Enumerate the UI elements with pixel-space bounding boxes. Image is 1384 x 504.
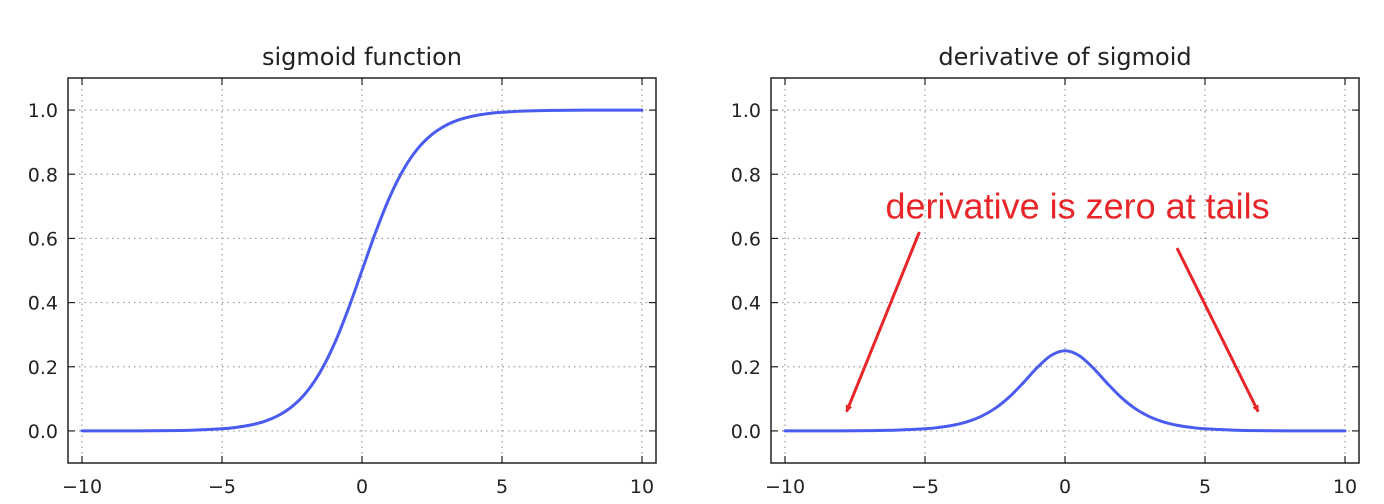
y-tick-label: 0.6: [28, 228, 58, 250]
x-tick-label: −5: [911, 476, 939, 498]
chart-title: sigmoid function: [262, 43, 462, 71]
y-tick-label: 0.8: [28, 164, 58, 186]
x-tick-label: 0: [1059, 476, 1071, 498]
series-layer: [80, 108, 644, 433]
x-tick-label: 10: [1333, 476, 1357, 498]
x-tick-label: 5: [496, 476, 508, 498]
x-tick-label: −10: [62, 476, 102, 498]
y-tick-label: 0.2: [731, 357, 761, 379]
derivative-chart: derivative of sigmoid −10 −5 0 5 10 0.0 0.2 0.4…: [731, 43, 1360, 498]
annotation-arrow: [845, 231, 921, 413]
y-tick-label: 0.6: [731, 228, 761, 250]
annotation-layer: derivative is zero at tails: [845, 185, 1270, 413]
annotation-text: derivative is zero at tails: [886, 185, 1270, 226]
y-tick-label: 1.0: [731, 100, 761, 122]
x-tick-label: −5: [208, 476, 236, 498]
x-tick-label: 10: [630, 476, 654, 498]
y-tick-label: 0.0: [28, 421, 58, 443]
y-tick-label: 1.0: [28, 100, 58, 122]
y-tick-label: 0.4: [28, 293, 58, 315]
series-line: [80, 108, 644, 433]
chart-title: derivative of sigmoid: [938, 43, 1191, 71]
y-tick-label: 0.4: [731, 293, 761, 315]
tick-layer: −10 −5 0 5 10 0.0 0.2 0.4 0.6 0.8 1.0: [28, 78, 656, 498]
x-tick-label: 5: [1199, 476, 1211, 498]
annotation-arrow: [1175, 247, 1260, 413]
sigmoid-chart: sigmoid function −10 −5 0 5 10 0.0 0.2 0.4 0.6 0.…: [28, 43, 657, 498]
series-line: [783, 349, 1347, 433]
y-tick-label: 0.0: [731, 421, 761, 443]
x-tick-label: 0: [356, 476, 368, 498]
y-tick-label: 0.2: [28, 357, 58, 379]
series-layer: [783, 349, 1347, 433]
tick-layer: −10 −5 0 5 10 0.0 0.2 0.4 0.6 0.8 1.0: [731, 78, 1359, 498]
grid: [771, 78, 1359, 463]
x-tick-label: −10: [765, 476, 805, 498]
y-tick-label: 0.8: [731, 164, 761, 186]
